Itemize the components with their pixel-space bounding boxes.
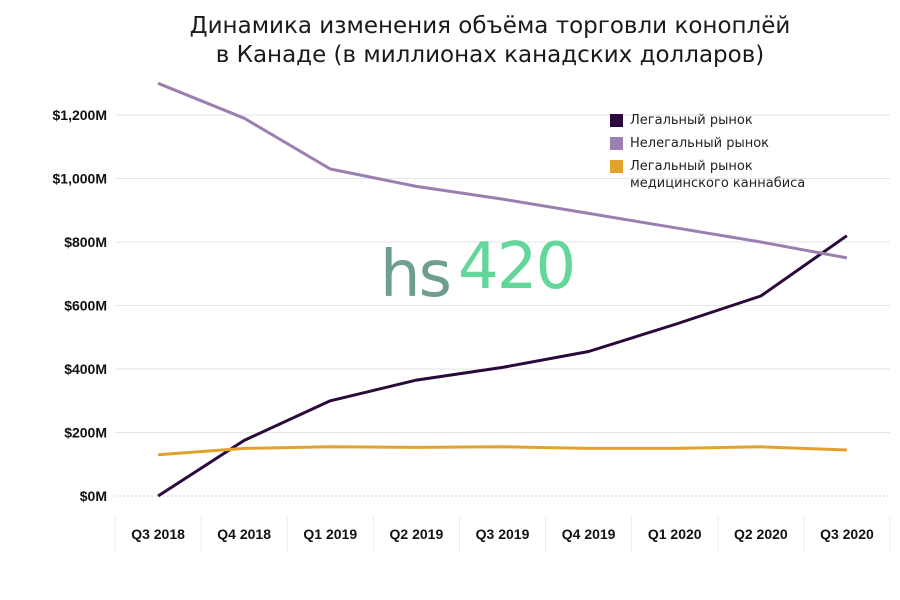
legend-swatch-illegal — [610, 137, 623, 150]
y-axis-ticks: $0M $200M $400M $600M $800M $1,000M $1,200M — [53, 107, 107, 504]
watermark-420-text: 420 — [458, 230, 574, 304]
chart-title-line2: в Канаде (в миллионах канадских долларов… — [215, 42, 765, 68]
legend-label-legal: Легальный рынок — [630, 113, 753, 128]
legend-item-legal: Легальный рынок — [610, 112, 830, 129]
x-tick-label: Q4 2019 — [562, 526, 616, 542]
y-tick-label: $400M — [64, 361, 107, 377]
chart-title-line1: Динамика изменения объёма торговли коноп… — [189, 13, 791, 39]
legend: Легальный рынок Нелегальный рынок Легаль… — [610, 112, 830, 198]
series-line-medical — [157, 445, 847, 457]
grid-lines — [114, 114, 891, 552]
x-tick-label: Q2 2019 — [390, 526, 444, 542]
y-tick-label: $0M — [80, 488, 107, 504]
legend-label-illegal: Нелегальный рынок — [630, 136, 770, 151]
x-tick-label: Q4 2018 — [217, 526, 271, 542]
chart-title: Динамика изменения объёма торговли коноп… — [0, 12, 900, 70]
x-tick-label: Q3 2020 — [820, 526, 874, 542]
series-lines — [157, 81, 848, 498]
series-line-legal — [157, 234, 848, 498]
legend-swatch-legal — [610, 114, 623, 127]
x-tick-label: Q1 2019 — [303, 526, 357, 542]
x-axis-ticks: Q3 2018 Q4 2018 Q1 2019 Q2 2019 Q3 2019 Q4 20… — [131, 526, 874, 542]
x-tick-label: Q2 2020 — [734, 526, 788, 542]
y-tick-label: $1,000M — [53, 171, 107, 187]
legend-item-illegal: Нелегальный рынок — [610, 135, 830, 152]
watermark-hs-text: hs — [380, 238, 450, 312]
x-tick-label: Q3 2019 — [476, 526, 530, 542]
legend-swatch-medical — [610, 160, 623, 173]
y-tick-label: $200M — [64, 425, 107, 441]
x-tick-label: Q3 2018 — [131, 526, 185, 542]
y-tick-label: $600M — [64, 298, 107, 314]
legend-item-medical: Легальный рынок медицинского каннабиса — [610, 158, 830, 192]
y-tick-label: $800M — [64, 234, 107, 250]
series-line-illegal — [157, 81, 848, 260]
legend-label-medical: Легальный рынок медицинского каннабиса — [630, 159, 806, 191]
hs420-watermark: hs 420 — [380, 230, 576, 312]
x-tick-label: Q1 2020 — [648, 526, 702, 542]
y-tick-label: $1,200M — [53, 107, 107, 123]
